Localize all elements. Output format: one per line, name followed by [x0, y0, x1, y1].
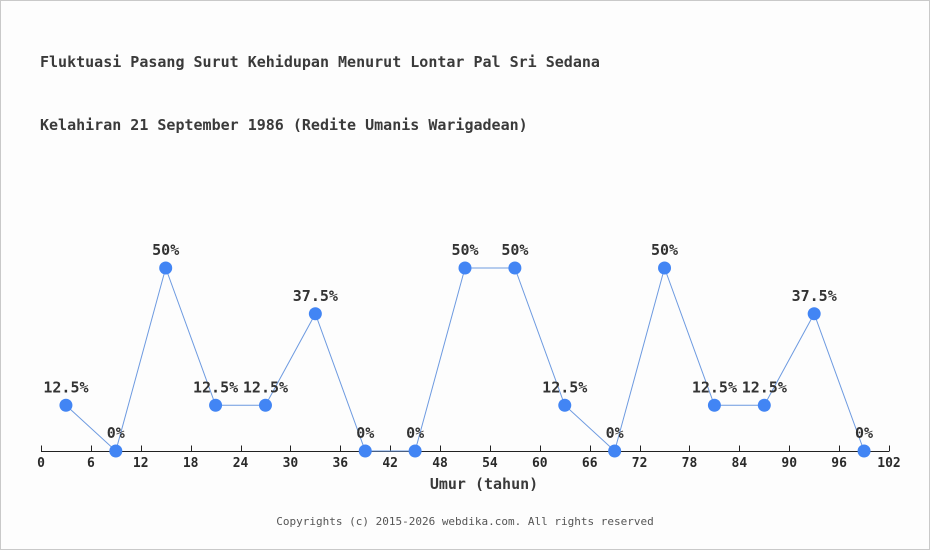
- data-point-label: 50%: [501, 241, 528, 259]
- x-tick-label: 48: [432, 456, 448, 471]
- x-tick-label: 6: [87, 456, 95, 471]
- data-series: 12.5% 0% 50% 12.5% 12.5% 37.5% 0% 0% 50% 50% 12.5%…: [43, 241, 873, 458]
- data-point-label: 0%: [855, 424, 873, 442]
- chart-title-line1: Fluktuasi Pasang Surut Kehidupan Menurut…: [40, 53, 600, 71]
- data-point-label: 12.5%: [542, 378, 587, 396]
- data-point: [308, 307, 322, 321]
- x-tick-label: 90: [781, 456, 797, 471]
- data-point-label: 50%: [451, 241, 478, 259]
- data-point-label: 0%: [406, 424, 424, 442]
- data-point: [109, 444, 123, 458]
- data-point-label: 0%: [356, 424, 374, 442]
- data-point: [857, 444, 871, 458]
- x-tick-label: 24: [233, 456, 249, 471]
- series-line: [65, 266, 865, 452]
- x-tick-label: 96: [831, 456, 847, 471]
- data-point-label: 37.5%: [293, 287, 338, 305]
- data-point-label: 50%: [152, 241, 179, 259]
- x-tick-label: 66: [582, 456, 598, 471]
- x-tick-label: 54: [482, 456, 498, 471]
- copyright-text: Copyrights (c) 2015-2026 webdika.com. Al…: [276, 515, 654, 528]
- x-tick-label: 84: [732, 456, 748, 471]
- x-tick-label: 42: [382, 456, 398, 471]
- data-point: [258, 398, 272, 412]
- data-point: [358, 444, 372, 458]
- x-tick-label: 102: [877, 456, 900, 471]
- data-point-label: 12.5%: [692, 378, 737, 396]
- data-point-label: 12.5%: [243, 378, 288, 396]
- x-tick-label: 78: [682, 456, 698, 471]
- data-point-label: 50%: [651, 241, 678, 259]
- x-axis-title: Umur (tahun): [430, 475, 538, 493]
- data-point: [159, 261, 173, 275]
- data-point-label: 0%: [606, 424, 624, 442]
- x-tick-label: 18: [183, 456, 199, 471]
- data-point: [757, 398, 771, 412]
- x-tick-label: 30: [283, 456, 299, 471]
- data-point: [408, 444, 422, 458]
- data-point: [707, 398, 721, 412]
- chart-title-line2: Kelahiran 21 September 1986 (Redite Uman…: [40, 116, 528, 134]
- data-point-label: 37.5%: [792, 287, 837, 305]
- data-point-label: 12.5%: [742, 378, 787, 396]
- x-tick-label: 72: [632, 456, 648, 471]
- data-point: [608, 444, 622, 458]
- data-point: [209, 398, 223, 412]
- x-tick-label: 0: [37, 456, 45, 471]
- data-point: [458, 261, 472, 275]
- chart-title: Fluktuasi Pasang Surut Kehidupan Menurut…: [40, 10, 600, 178]
- x-tick-label: 60: [532, 456, 548, 471]
- data-point: [508, 261, 522, 275]
- x-axis: 0 6 12 18 24 30 36 42 48 54 60 66 72 78 84 90 96 102: [37, 445, 901, 471]
- data-point-label: 0%: [107, 424, 125, 442]
- data-point-label: 12.5%: [193, 378, 238, 396]
- data-point: [807, 307, 821, 321]
- x-tick-label: 12: [133, 456, 149, 471]
- data-point: [558, 398, 572, 412]
- x-tick-label: 36: [332, 456, 348, 471]
- data-point: [658, 261, 672, 275]
- data-point-label: 12.5%: [43, 378, 88, 396]
- data-point: [59, 398, 73, 412]
